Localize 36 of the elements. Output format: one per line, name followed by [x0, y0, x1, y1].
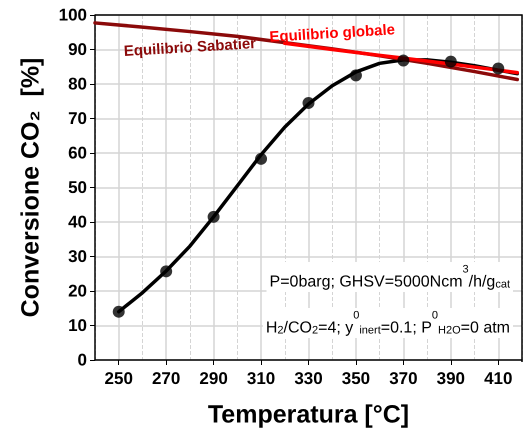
- series-label: Equilibrio globale: [268, 21, 396, 46]
- x-tick-label: 370: [389, 369, 418, 388]
- y-tick-label: 100: [58, 6, 87, 24]
- y-tick-label: 50: [68, 178, 87, 197]
- y-tick-label: 20: [68, 282, 87, 300]
- annotation: P=0barg; GHSV=5000Ncm3/h/gcat: [270, 264, 510, 290]
- y-tick-label: 30: [68, 247, 87, 266]
- x-tick-label: 250: [104, 369, 133, 388]
- y-tick-label: 10: [68, 316, 87, 335]
- x-tick-label: 410: [484, 369, 512, 388]
- point: [160, 265, 172, 278]
- point: [492, 62, 504, 74]
- point: [302, 96, 314, 109]
- y-tick-label: 80: [68, 74, 87, 94]
- y-tick-label: 90: [68, 40, 87, 59]
- x-tick-label: 270: [152, 369, 180, 388]
- line-series: [283, 42, 520, 74]
- point: [397, 54, 410, 67]
- x-tick-label: 330: [294, 369, 323, 388]
- y-tick-label: 70: [68, 109, 87, 128]
- x-tick-label: 310: [246, 369, 276, 388]
- y-tick-label: 0: [78, 350, 87, 370]
- x-tick-label: 390: [436, 369, 466, 388]
- x-axis-title: Temperatura [°C]: [208, 400, 410, 428]
- x-tick-label: 350: [342, 369, 370, 388]
- point: [112, 306, 125, 318]
- y-tick-label: 60: [68, 144, 87, 162]
- point: [444, 56, 457, 68]
- point: [255, 152, 268, 165]
- y-tick-label: 40: [68, 212, 87, 232]
- text: H2/CO2=4; y0inert=0.1; P0H2O=0 atm: [266, 310, 510, 336]
- point: [208, 210, 220, 223]
- series-label: Equilibrio Sabatier: [123, 35, 257, 60]
- y-axis-title: Conversione CO₂ [%]: [16, 58, 44, 318]
- point: [350, 69, 362, 82]
- x-tick-label: 290: [199, 369, 228, 388]
